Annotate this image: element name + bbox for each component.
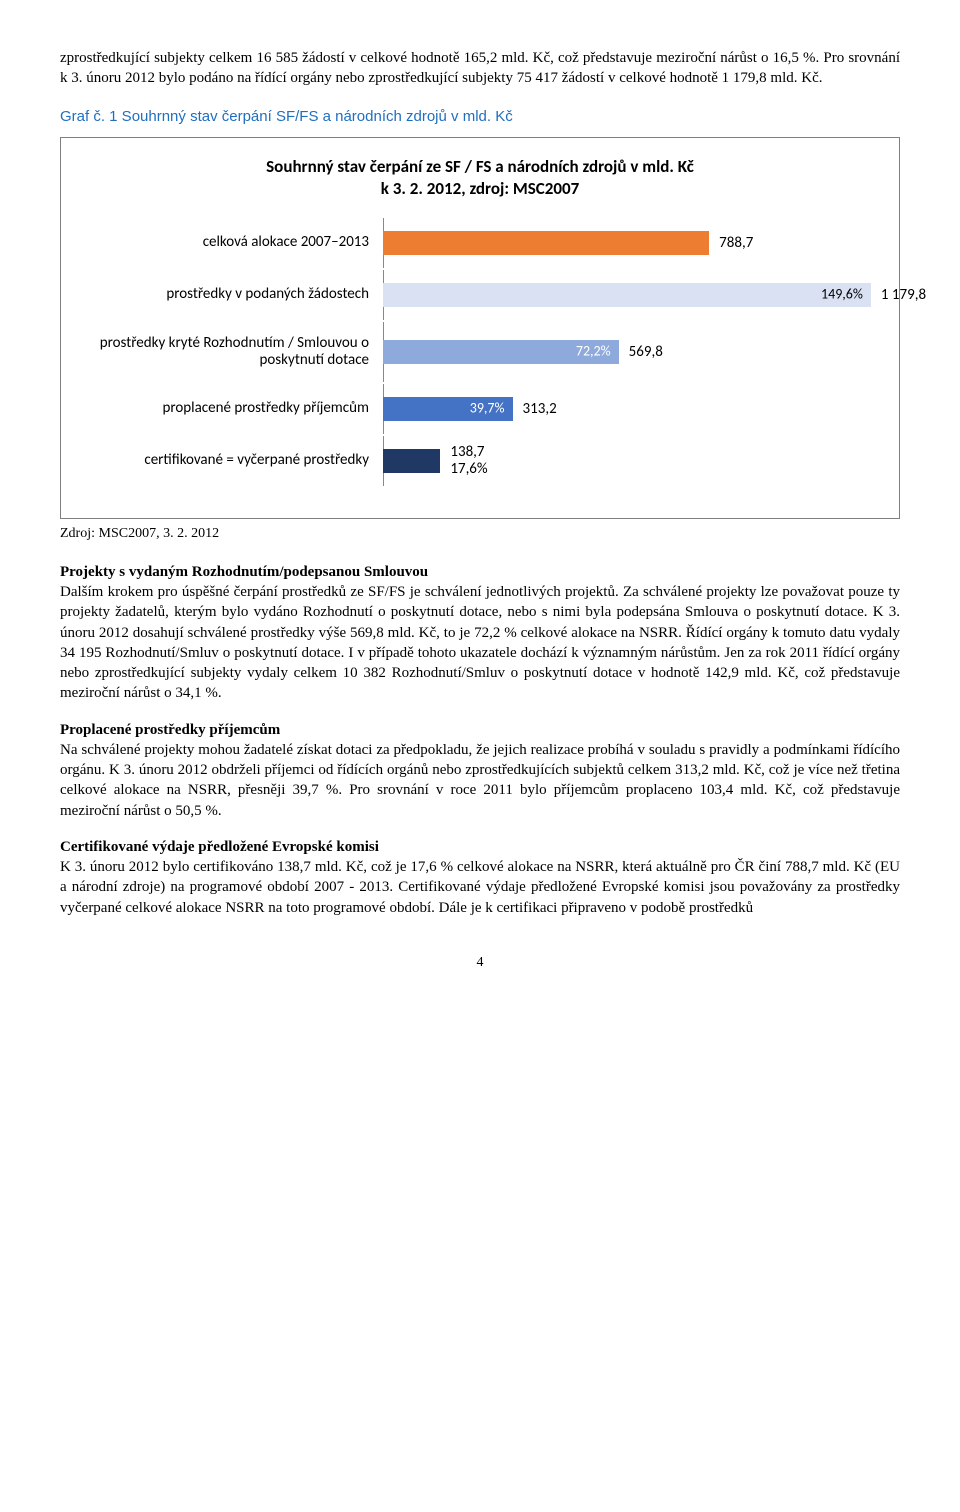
section-text: K 3. únoru 2012 bylo certifikováno 138,7…: [60, 859, 900, 916]
chart-bar-value: 138,717,6%: [440, 444, 487, 479]
chart-bar: 138,717,6%: [383, 449, 440, 473]
chart-bar-pct: 17,6%: [450, 461, 487, 478]
chart-bar-area: 788,7: [383, 226, 871, 260]
section-title: Projekty s vydaným Rozhodnutím/podepsano…: [60, 564, 428, 580]
chart-row: celková alokace 2007–2013788,7: [89, 226, 871, 260]
chart-bar: 149,6%1 179,8: [383, 283, 871, 307]
chart-row: prostředky kryté Rozhodnutím / Smlouvou …: [89, 330, 871, 374]
section-paragraph: Proplacené prostředky příjemcům Na schvál…: [60, 720, 900, 821]
chart-row-label: proplacené prostředky příjemcům: [89, 400, 383, 417]
chart-title-line1: Souhrnný stav čerpání ze SF / FS a národ…: [266, 156, 694, 177]
page-number: 4: [60, 954, 900, 973]
chart-bar-area: 138,717,6%: [383, 444, 871, 478]
chart-bar-pct: 72,2%: [576, 342, 611, 361]
chart-heading: Graf č. 1 Souhrnný stav čerpání SF/FS a …: [60, 107, 900, 127]
section-text: Na schválené projekty mohou žadatelé zís…: [60, 742, 900, 819]
chart-bar-value: 788,7: [709, 233, 753, 253]
chart-bar-value-text: 138,7: [450, 444, 487, 461]
chart-container: Souhrnný stav čerpání ze SF / FS a národ…: [60, 137, 900, 519]
section-title: Proplacené prostředky příjemcům: [60, 722, 280, 738]
chart-body: celková alokace 2007–2013788,7prostředky…: [89, 226, 871, 478]
chart-bar-area: 72,2% 569,8: [383, 330, 871, 374]
chart-row-label: prostředky kryté Rozhodnutím / Smlouvou …: [89, 335, 383, 370]
chart-row-label: prostředky v podaných žádostech: [89, 286, 383, 303]
chart-source: Zdroj: MSC2007, 3. 2. 2012: [60, 525, 900, 544]
chart-bar-pct: 39,7%: [470, 399, 505, 418]
chart-row-label: certifikované = vyčerpané prostředky: [89, 452, 383, 469]
chart-bar-value: 569,8: [619, 342, 663, 362]
sections-container: Projekty s vydaným Rozhodnutím/podepsano…: [60, 562, 900, 918]
chart-bar-area: 149,6%1 179,8: [383, 278, 871, 312]
chart-row: certifikované = vyčerpané prostředky138,…: [89, 444, 871, 478]
chart-row: proplacené prostředky příjemcům 39,7% 313,…: [89, 392, 871, 426]
chart-title-line2: k 3. 2. 2012, zdroj: MSC2007: [381, 178, 579, 199]
intro-paragraph: zprostředkující subjekty celkem 16 585 ž…: [60, 48, 900, 89]
section-paragraph: Certifikované výdaje předložené Evropské…: [60, 837, 900, 918]
chart-bar-pct: 149,6%: [821, 285, 863, 304]
chart-bar: 788,7: [383, 231, 709, 255]
section-title: Certifikované výdaje předložené Evropské…: [60, 839, 379, 855]
chart-bar-value: 313,2: [513, 399, 557, 419]
chart-row-label: celková alokace 2007–2013: [89, 234, 383, 251]
chart-bar-value: 1 179,8: [871, 285, 926, 305]
chart-bar-area: 39,7% 313,2: [383, 392, 871, 426]
chart-bar: 39,7%313,2: [383, 397, 513, 421]
chart-title: Souhrnný stav čerpání ze SF / FS a národ…: [89, 156, 871, 200]
chart-row: prostředky v podaných žádostech149,6%1 1…: [89, 278, 871, 312]
chart-bar: 72,2%569,8: [383, 340, 619, 364]
section-paragraph: Projekty s vydaným Rozhodnutím/podepsano…: [60, 562, 900, 704]
section-text: Dalším krokem pro úspěšné čerpání prostř…: [60, 584, 900, 701]
